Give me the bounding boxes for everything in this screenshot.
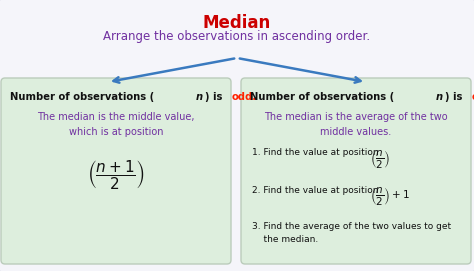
Text: 1. Find the value at position: 1. Find the value at position [252, 148, 382, 157]
FancyBboxPatch shape [1, 78, 231, 264]
Text: Number of observations (: Number of observations ( [10, 92, 154, 102]
Text: ) is: ) is [205, 92, 226, 102]
Text: 3. Find the average of the two values to get
    the median.: 3. Find the average of the two values to… [252, 222, 451, 244]
Text: 2. Find the value at position: 2. Find the value at position [252, 186, 382, 195]
Text: $\left(\dfrac{n}{2}\right)$: $\left(\dfrac{n}{2}\right)$ [370, 148, 390, 170]
Text: $\left(\dfrac{n}{2}\right)+1$: $\left(\dfrac{n}{2}\right)+1$ [370, 185, 410, 207]
Text: The median is the middle value,
which is at position: The median is the middle value, which is… [37, 112, 195, 137]
FancyBboxPatch shape [241, 78, 471, 264]
Text: Median: Median [203, 14, 271, 32]
Text: n: n [436, 92, 443, 102]
Text: odd.: odd. [232, 92, 257, 102]
Text: $\left(\dfrac{n+1}{2}\right)$: $\left(\dfrac{n+1}{2}\right)$ [87, 158, 145, 191]
Text: Number of observations (: Number of observations ( [250, 92, 394, 102]
Text: n: n [196, 92, 203, 102]
Text: even.: even. [472, 92, 474, 102]
Text: The median is the average of the two
middle values.: The median is the average of the two mid… [264, 112, 448, 137]
Text: Arrange the observations in ascending order.: Arrange the observations in ascending or… [103, 30, 371, 43]
Text: ) is: ) is [445, 92, 466, 102]
